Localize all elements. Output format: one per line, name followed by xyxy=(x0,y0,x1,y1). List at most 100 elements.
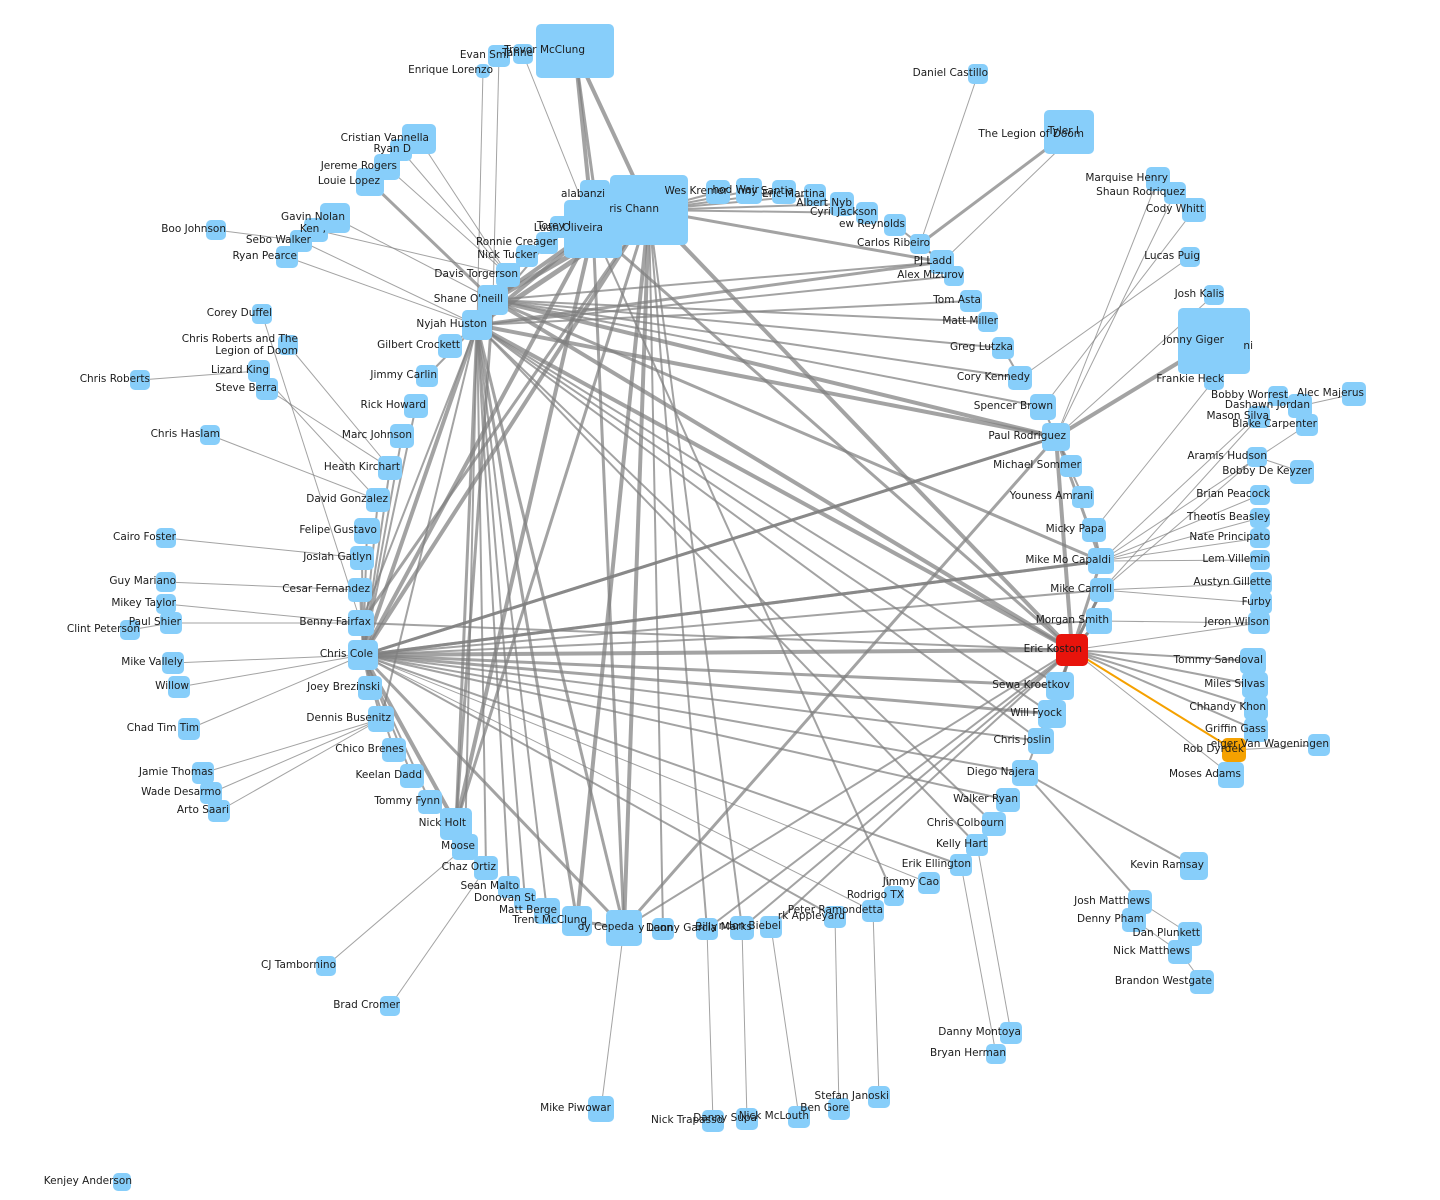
graph-node-mike-mo-capaldi[interactable] xyxy=(1088,548,1114,574)
graph-node-theotis-beasley[interactable] xyxy=(1250,508,1270,528)
graph-node-steve-berra[interactable] xyxy=(256,378,278,400)
graph-node-lucas-puig[interactable] xyxy=(1180,247,1200,267)
graph-node-jimmy-cao[interactable] xyxy=(918,872,940,894)
graph-node-eric-martinez[interactable] xyxy=(804,184,826,206)
graph-node-trevor-mcclung[interactable] xyxy=(536,24,614,78)
graph-node-chris-roberts-legion[interactable] xyxy=(278,335,298,355)
graph-node-louie-lopez[interactable] xyxy=(356,168,384,196)
graph-node-corey-duffel[interactable] xyxy=(252,304,272,324)
graph-node-chad-tim-tim[interactable] xyxy=(178,718,200,740)
graph-node-mikey-taylor[interactable] xyxy=(156,594,176,614)
graph-node-cj-tambornino[interactable] xyxy=(316,956,336,976)
graph-node-nate-principato[interactable] xyxy=(1250,528,1270,548)
graph-node-chris-haslam[interactable] xyxy=(200,425,220,445)
graph-node-chaz-ortiz[interactable] xyxy=(474,856,498,880)
graph-node-denny-pham[interactable] xyxy=(1122,908,1146,932)
graph-node-nick-mclouth[interactable] xyxy=(788,1106,810,1128)
graph-node-brian-peacock[interactable] xyxy=(1250,485,1270,505)
graph-node-matt-berger[interactable] xyxy=(534,898,560,924)
graph-node-manny-santiago[interactable] xyxy=(772,180,796,204)
graph-node-danny-supa[interactable] xyxy=(736,1108,758,1130)
graph-node-diego-najera[interactable] xyxy=(1012,760,1038,786)
graph-node-keelan-dadd[interactable] xyxy=(400,764,424,788)
graph-node-aramis-hudson[interactable] xyxy=(1247,447,1267,467)
graph-node-kelly-hart[interactable] xyxy=(966,834,988,856)
graph-node-donovan-strain[interactable] xyxy=(514,888,536,910)
graph-node-david-gonzalez[interactable] xyxy=(366,488,390,512)
graph-node-jimmy-carlin[interactable] xyxy=(416,365,438,387)
graph-node-cody-cepeda[interactable] xyxy=(606,910,642,946)
graph-node-jamie-thomas[interactable] xyxy=(192,762,214,784)
graph-node-spencer-brown[interactable] xyxy=(1030,394,1056,420)
graph-node-cory-kennedy[interactable] xyxy=(1008,366,1032,390)
graph-node-josiah-gatlyn[interactable] xyxy=(350,546,374,570)
graph-node-enrique-lorenzo[interactable] xyxy=(476,64,490,78)
graph-node-nick-matthews[interactable] xyxy=(1168,940,1192,964)
graph-node-shaun-rodriquez[interactable] xyxy=(1164,182,1186,204)
graph-node-brandon-biebel[interactable] xyxy=(760,916,782,938)
graph-node-josh-kalis[interactable] xyxy=(1204,285,1224,305)
graph-node-moose[interactable] xyxy=(452,834,478,860)
graph-node-benny-fairfax[interactable] xyxy=(348,610,374,636)
graph-node-tommy-sandoval[interactable] xyxy=(1240,648,1266,674)
graph-node-will-fyock[interactable] xyxy=(1038,700,1066,728)
graph-node-wade-desarmo[interactable] xyxy=(200,782,222,804)
graph-node-nick-trapasso[interactable] xyxy=(702,1110,724,1132)
graph-node-mike-vallely[interactable] xyxy=(162,652,184,674)
graph-node-micky-papa[interactable] xyxy=(1082,518,1106,542)
graph-node-chris-joslin[interactable] xyxy=(1028,728,1054,754)
graph-node-willow[interactable] xyxy=(168,676,190,698)
graph-node-lizard-king[interactable] xyxy=(248,360,270,382)
graph-node-evan-smith[interactable] xyxy=(488,45,510,67)
graph-node-blake-carpenter[interactable] xyxy=(1296,414,1318,436)
graph-node-heath-kirchart[interactable] xyxy=(378,456,402,480)
graph-node-youness-amrani[interactable] xyxy=(1072,486,1094,508)
graph-node-cyril-jackson[interactable] xyxy=(856,202,878,224)
graph-node-ronnie-creager[interactable] xyxy=(536,232,558,254)
graph-node-cairo-foster[interactable] xyxy=(156,528,176,548)
graph-node-nick-tucker[interactable] xyxy=(516,245,538,267)
graph-node-danny-leon[interactable] xyxy=(652,918,674,940)
graph-node-paul-rodriguez[interactable] xyxy=(1042,423,1070,451)
graph-node-clint-peterson[interactable] xyxy=(120,620,140,640)
graph-node-danny-garcia[interactable] xyxy=(696,918,718,940)
graph-node-alec-majerus[interactable] xyxy=(1342,382,1366,406)
graph-node-chris-chann[interactable] xyxy=(610,175,688,245)
graph-node-chhandy-khon[interactable] xyxy=(1244,696,1268,720)
graph-node-tommy-fynn[interactable] xyxy=(418,790,442,814)
graph-node-stefan-janoski[interactable] xyxy=(868,1086,890,1108)
graph-node-sewa-kroetkov[interactable] xyxy=(1046,672,1074,700)
graph-node-bobby-worrest[interactable] xyxy=(1268,386,1288,406)
graph-node-carlos-ribeiro[interactable] xyxy=(910,234,930,254)
graph-node-rick-howard[interactable] xyxy=(404,394,428,418)
graph-node-brandon-westgate[interactable] xyxy=(1190,970,1214,994)
graph-node-chris-colbourn[interactable] xyxy=(982,812,1006,836)
graph-node-danny-montoya[interactable] xyxy=(1000,1022,1022,1044)
graph-node-nyjah-huston[interactable] xyxy=(462,310,492,340)
graph-node-andrew-reynolds[interactable] xyxy=(884,214,906,236)
graph-node-mike-piwowar[interactable] xyxy=(588,1096,614,1122)
graph-node-frankie-heck[interactable] xyxy=(1204,370,1224,390)
graph-node-amrani2[interactable] xyxy=(1236,340,1250,354)
graph-node-ryan-pearce[interactable] xyxy=(276,246,298,268)
graph-node-cesar-fernandez[interactable] xyxy=(348,578,372,602)
graph-node-kevin-ramsay[interactable] xyxy=(1180,852,1208,880)
graph-node-joey-brezinski[interactable] xyxy=(358,676,382,700)
graph-node-wes-kremer[interactable] xyxy=(706,180,730,204)
graph-node-ben-gore[interactable] xyxy=(828,1098,850,1120)
graph-node-chris-cole[interactable] xyxy=(348,640,378,670)
graph-node-lem-villemin[interactable] xyxy=(1250,550,1270,570)
graph-node-greg-lutzka[interactable] xyxy=(992,337,1014,359)
graph-node-matt-miller[interactable] xyxy=(978,312,998,332)
graph-node-mark-appleyard[interactable] xyxy=(824,906,846,928)
graph-node-albert-nyberg[interactable] xyxy=(830,192,854,216)
graph-node-bryan-herman[interactable] xyxy=(986,1044,1006,1064)
graph-node-tanner[interactable] xyxy=(513,44,533,64)
graph-node-boo-johnson[interactable] xyxy=(206,220,226,240)
graph-node-furby[interactable] xyxy=(1250,592,1272,614)
graph-node-bobby-de-keyzer[interactable] xyxy=(1290,460,1314,484)
graph-node-daniel-castillo[interactable] xyxy=(968,64,988,84)
graph-node-paul-shier[interactable] xyxy=(160,612,182,634)
graph-node-erik-ellington[interactable] xyxy=(950,854,972,876)
graph-node-marc-johnson[interactable] xyxy=(390,424,414,448)
